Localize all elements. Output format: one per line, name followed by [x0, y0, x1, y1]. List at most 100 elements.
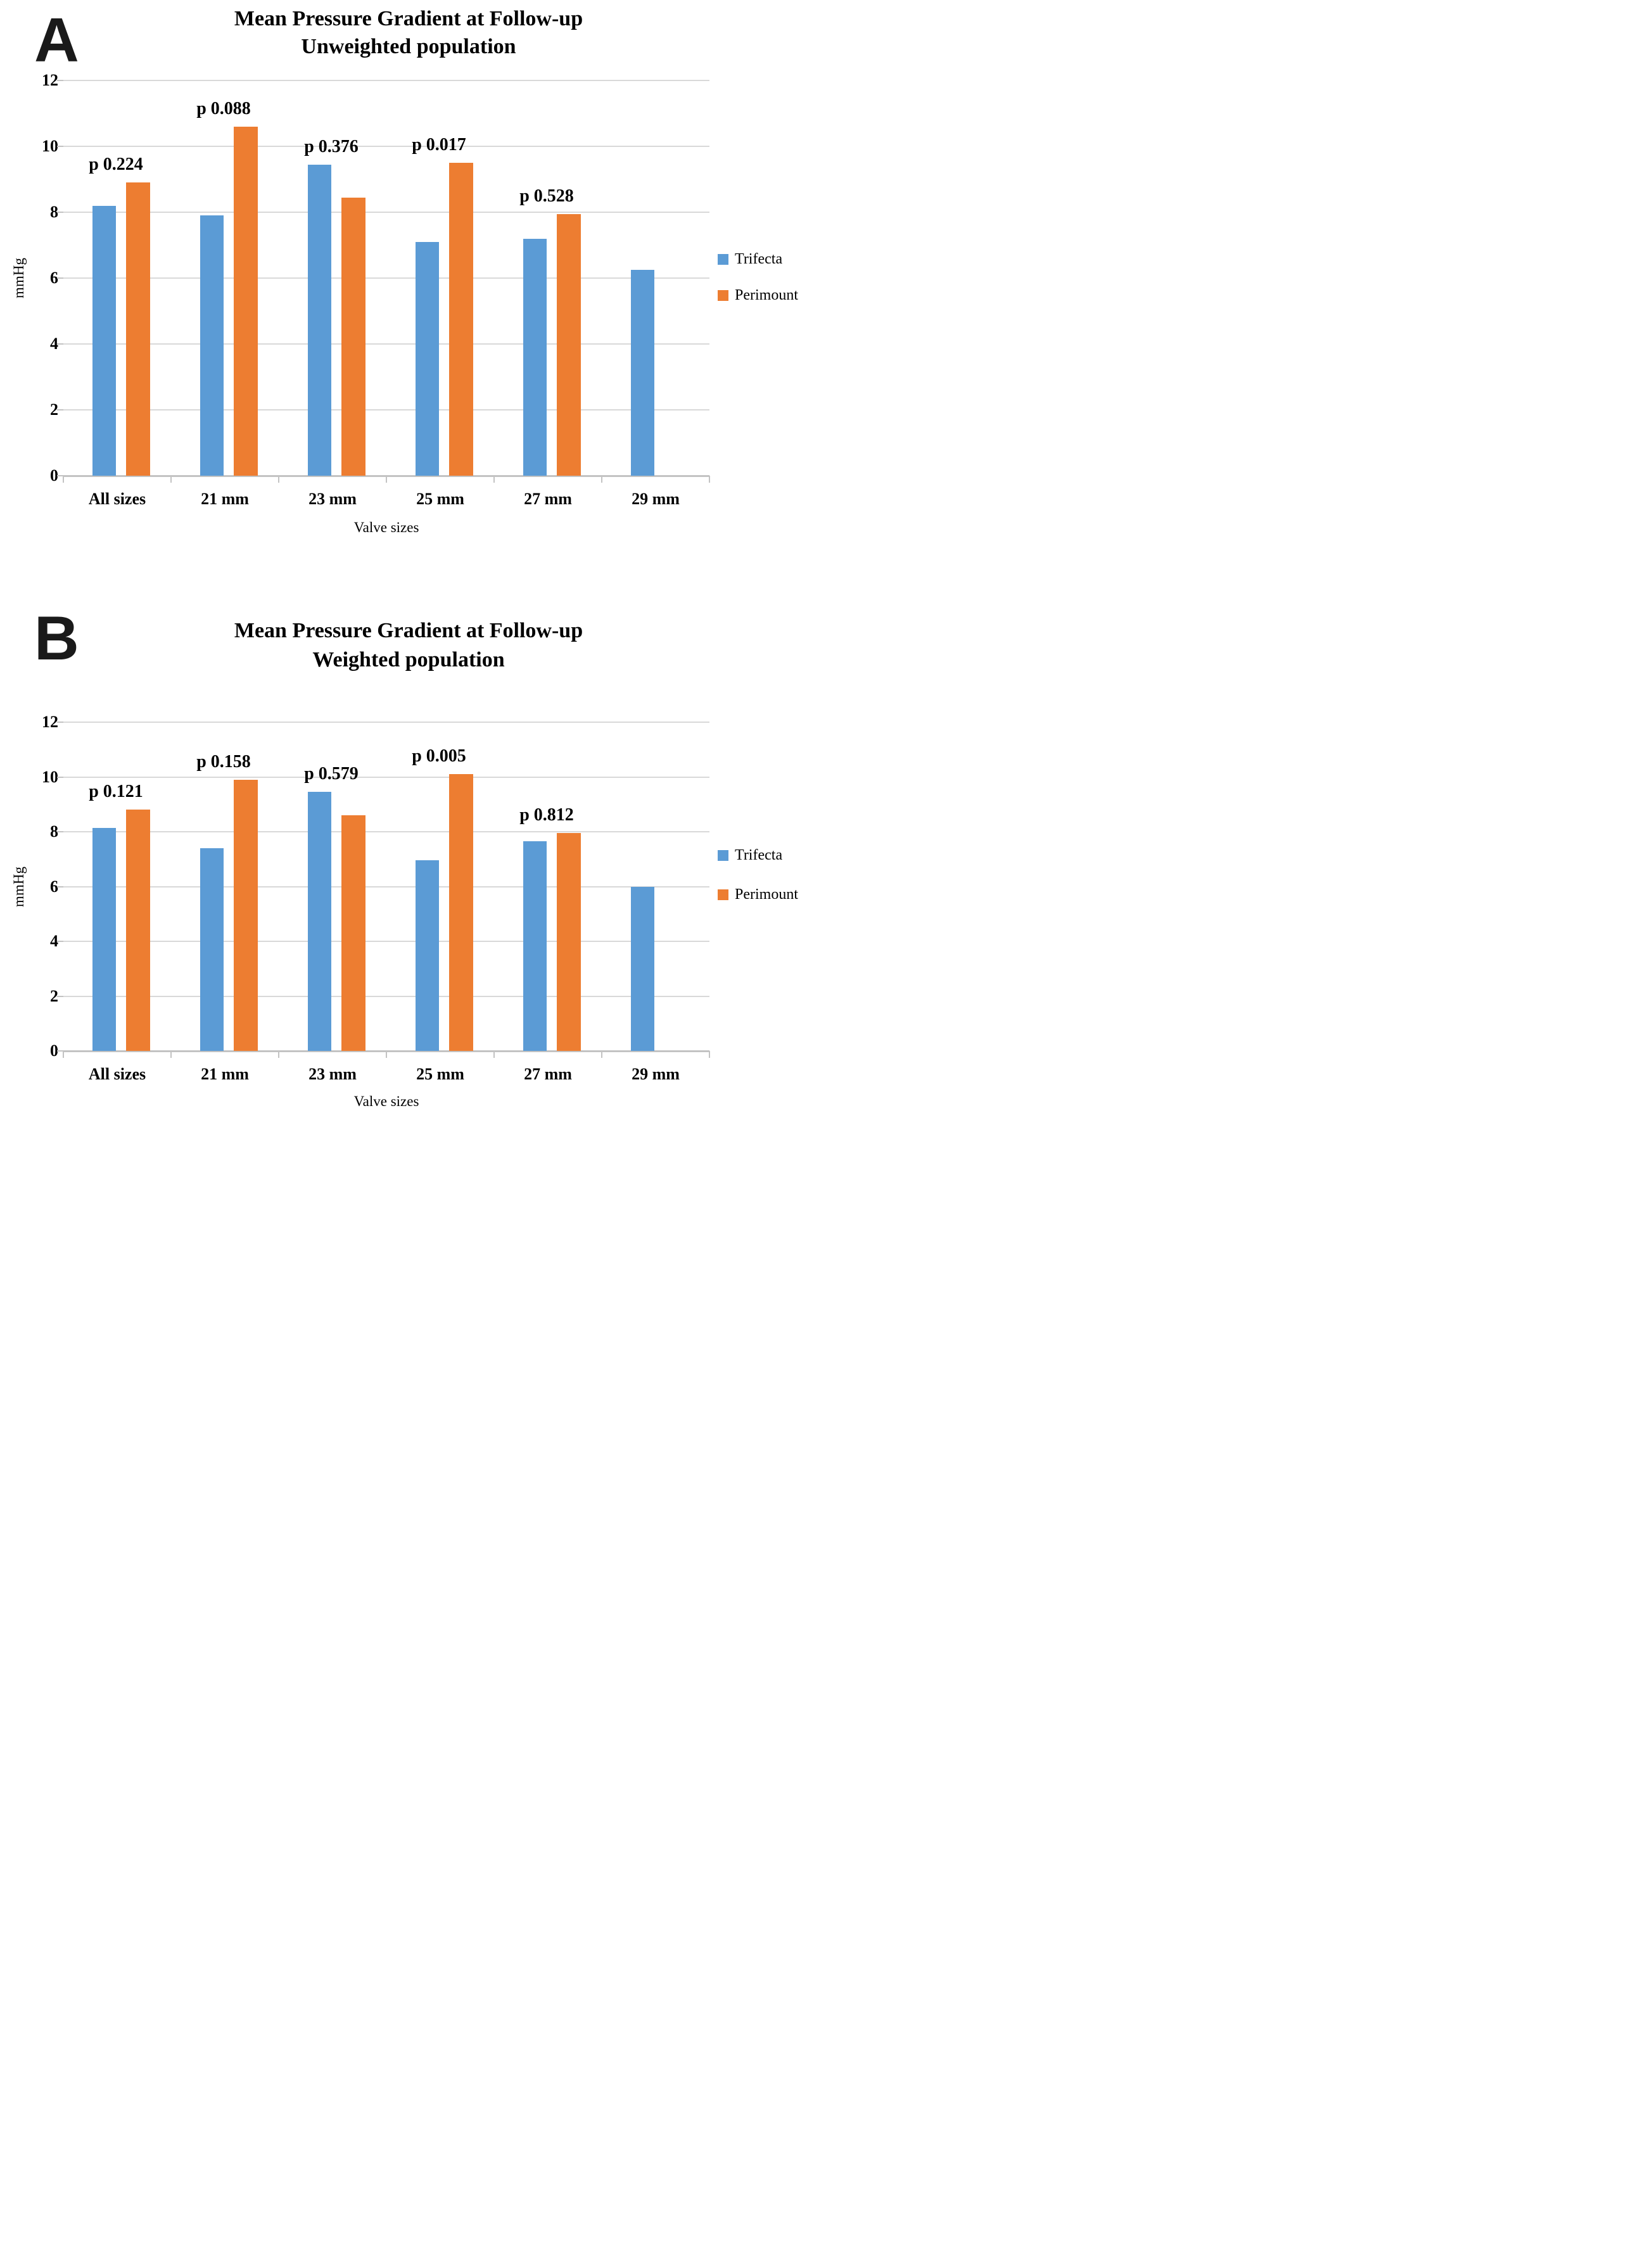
y-tick-mark-8 — [57, 212, 63, 213]
bar-trifecta-23mm — [308, 792, 331, 1051]
bar-trifecta-21mm — [200, 215, 224, 476]
gridline-2 — [63, 995, 709, 997]
y-tick-label-8: 8 — [50, 203, 58, 221]
bar-perimount-Allsizes — [126, 810, 150, 1051]
panel-b: B Mean Pressure Gradient at Follow-up We… — [0, 0, 826, 1122]
bar-perimount-23mm — [341, 815, 365, 1051]
p-value-label-23mm: p 0.579 — [304, 764, 359, 784]
perimount-swatch-icon — [718, 889, 728, 900]
category-label-29mm: 29 mm — [632, 1065, 680, 1083]
y-tick-label-4: 4 — [50, 334, 58, 353]
y-tick-mark-2 — [57, 995, 63, 997]
category-label-Allsizes: All sizes — [88, 1065, 146, 1083]
panel-a-legend-perimount: Perimount — [718, 287, 798, 304]
y-tick-mark-0 — [57, 475, 63, 476]
p-value-label-21mm: p 0.158 — [196, 751, 251, 772]
y-tick-label-6: 6 — [50, 269, 58, 287]
x-tick-mark-0 — [63, 1051, 64, 1058]
category-label-27mm: 27 mm — [524, 490, 572, 508]
p-value-label-27mm: p 0.528 — [519, 186, 574, 206]
y-tick-mark-12 — [57, 722, 63, 723]
p-value-label-27mm: p 0.812 — [519, 805, 574, 825]
panel-b-title: Mean Pressure Gradient at Follow-up — [234, 619, 583, 642]
bar-perimount-27mm — [557, 213, 581, 476]
bar-perimount-25mm — [449, 774, 473, 1051]
x-tick-mark-3 — [386, 1051, 387, 1058]
x-tick-mark-2 — [278, 476, 279, 483]
y-tick-mark-8 — [57, 831, 63, 832]
y-tick-mark-6 — [57, 886, 63, 887]
p-value-label-23mm: p 0.376 — [304, 136, 359, 156]
bar-perimount-Allsizes — [126, 182, 150, 476]
y-tick-label-2: 2 — [50, 986, 58, 1005]
bar-perimount-21mm — [234, 126, 258, 476]
bar-trifecta-Allsizes — [92, 205, 116, 476]
panel-b-legend-trifecta: Trifecta — [718, 847, 782, 864]
panel-a-letter: A — [34, 5, 79, 75]
panel-b-subtitle: Weighted population — [312, 648, 505, 671]
perimount-swatch-icon — [718, 290, 728, 301]
y-tick-label-12: 12 — [42, 71, 58, 89]
panel-b-letter: B — [34, 603, 79, 673]
bar-trifecta-21mm — [200, 848, 224, 1051]
panel-b-plot-area: 0 2 4 6 8 10 12 All sizes p 0.121 21 mm p 0.158 23 … — [42, 714, 710, 1083]
gridline-10 — [63, 146, 709, 147]
gridline-10 — [63, 776, 709, 778]
gridline-4 — [63, 343, 709, 345]
gridline-8 — [63, 831, 709, 832]
panel-a: A Mean Pressure Gradient at Follow-up Un… — [0, 0, 826, 1122]
category-label-21mm: 21 mm — [201, 1065, 249, 1083]
y-tick-mark-4 — [57, 343, 63, 345]
y-tick-label-12: 12 — [42, 713, 58, 731]
bar-trifecta-29mm — [631, 270, 654, 476]
category-label-27mm: 27 mm — [524, 1065, 572, 1083]
bar-trifecta-27mm — [523, 238, 547, 476]
figure: A Mean Pressure Gradient at Follow-up Un… — [0, 0, 826, 1122]
bar-perimount-23mm — [341, 197, 365, 476]
x-tick-mark-4 — [493, 1051, 495, 1058]
p-value-label-21mm: p 0.088 — [196, 98, 251, 118]
gridline-4 — [63, 941, 709, 942]
category-label-Allsizes: All sizes — [88, 490, 146, 508]
y-tick-label-6: 6 — [50, 877, 58, 896]
bar-trifecta-23mm — [308, 164, 331, 476]
y-tick-label-8: 8 — [50, 822, 58, 841]
category-label-25mm: 25 mm — [416, 1065, 464, 1083]
p-value-label-Allsizes: p 0.224 — [89, 155, 143, 175]
y-tick-label-0: 0 — [50, 466, 58, 485]
y-tick-label-0: 0 — [50, 1041, 58, 1060]
p-value-label-Allsizes: p 0.121 — [89, 782, 143, 802]
category-label-25mm: 25 mm — [416, 490, 464, 508]
y-tick-mark-10 — [57, 776, 63, 778]
panel-a-subtitle: Unweighted population — [301, 35, 516, 58]
y-tick-label-2: 2 — [50, 400, 58, 419]
category-label-29mm: 29 mm — [632, 490, 680, 508]
gridline-6 — [63, 886, 709, 887]
gridline-12 — [63, 722, 709, 723]
bar-trifecta-25mm — [416, 241, 439, 476]
y-tick-label-10: 10 — [42, 767, 58, 786]
p-value-label-25mm: p 0.017 — [412, 135, 466, 155]
panel-a-legend-trifecta: Trifecta — [718, 251, 782, 268]
perimount-legend-label: Perimount — [735, 287, 798, 303]
x-tick-mark-2 — [278, 1051, 279, 1058]
x-tick-mark-5 — [601, 476, 602, 483]
panel-a-x-axis-title: Valve sizes — [353, 519, 419, 535]
gridline-6 — [63, 277, 709, 279]
y-tick-mark-4 — [57, 941, 63, 942]
x-tick-mark-3 — [386, 476, 387, 483]
bar-trifecta-27mm — [523, 841, 547, 1051]
x-tick-mark-1 — [170, 1051, 172, 1058]
x-tick-mark-4 — [493, 476, 495, 483]
x-tick-mark-0 — [63, 476, 64, 483]
bar-perimount-27mm — [557, 833, 581, 1051]
category-label-23mm: 23 mm — [308, 490, 357, 508]
bar-perimount-21mm — [234, 779, 258, 1051]
x-tick-mark-6 — [709, 1051, 710, 1058]
bar-trifecta-29mm — [631, 886, 654, 1051]
y-tick-label-4: 4 — [50, 932, 58, 950]
gridline-12 — [63, 80, 709, 81]
panel-b-x-axis-title: Valve sizes — [353, 1093, 419, 1109]
gridline-2 — [63, 409, 709, 410]
trifecta-legend-label: Trifecta — [735, 847, 783, 863]
